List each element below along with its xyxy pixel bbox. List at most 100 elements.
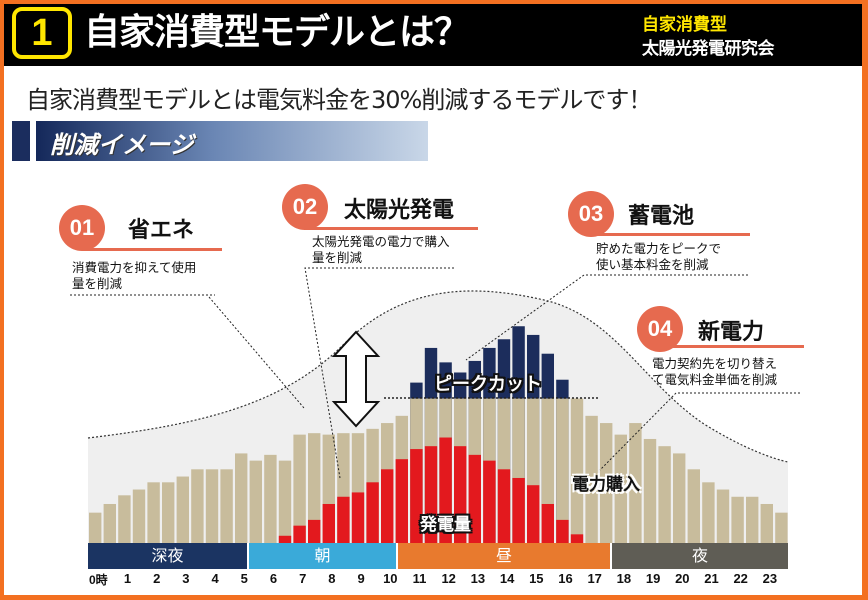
generation-bar <box>541 503 554 543</box>
consumption-bar <box>103 503 116 543</box>
consumption-bar <box>760 503 773 543</box>
hour-tick-label: 8 <box>328 571 336 586</box>
period-night: 夜 <box>612 543 788 569</box>
callout-02-title: 太陽光発電 <box>344 198 455 223</box>
hour-tick-label: 12 <box>441 571 456 586</box>
org-name-line1: 自家消費型 <box>642 15 727 35</box>
lead-text: 自家消費型モデルとは電気料金を30%削減するモデルです！ <box>26 86 652 114</box>
demand-curve-area <box>88 290 788 543</box>
hour-tick-label: 7 <box>299 571 307 586</box>
generation-bar <box>454 446 467 543</box>
consumption-bar <box>614 434 627 543</box>
hour-tick-label: 14 <box>499 571 515 586</box>
generation-bar <box>366 482 379 543</box>
org-name-line2: 太陽光発電研究会 <box>642 39 775 59</box>
callout-03-title: 蓄電池 <box>628 204 695 229</box>
callout-01-desc1: 消費電力を抑えて使用 <box>72 260 197 275</box>
peak-cut-label: ピークカット <box>434 374 542 395</box>
generation-bar <box>439 437 452 543</box>
callout-04-title: 新電力 <box>698 320 765 345</box>
period-morning: 朝 <box>249 543 396 569</box>
hour-tick-label: 2 <box>153 571 161 586</box>
consumption-bar <box>118 495 131 543</box>
hour-tick-label: 0時 <box>88 573 108 587</box>
consumption-bar <box>702 482 715 543</box>
hour-tick-label: 20 <box>675 571 690 586</box>
section-heading-bar: 削減イメージ <box>36 121 428 161</box>
hour-tick-label: 6 <box>269 571 278 586</box>
callout-02-underline <box>304 227 478 230</box>
consumption-bar <box>629 423 642 543</box>
consumption-bar <box>191 469 204 543</box>
callout-03-underline <box>590 233 750 236</box>
consumption-bar <box>235 453 248 543</box>
consumption-bar <box>570 398 584 543</box>
consumption-bar <box>205 469 219 543</box>
generation-label: 発電量 <box>420 515 471 535</box>
hour-tick-label: 4 <box>211 571 219 586</box>
leader-01-pointer <box>208 296 305 409</box>
callout-02-desc1: 太陽光発電の電力で購入 <box>312 234 450 249</box>
hour-tick-label: 16 <box>558 571 573 586</box>
callout-03-desc2: 使い基本料金を削減 <box>596 257 709 272</box>
hour-tick-label: 3 <box>182 571 190 586</box>
generation-bar <box>483 460 496 543</box>
leader-03 <box>465 274 748 361</box>
callout-03-badge: 03 <box>568 191 614 237</box>
hour-tick-label: 21 <box>704 571 719 586</box>
callout-04-desc2: て電気料金単価を削減 <box>652 372 778 387</box>
hour-tick-label: 5 <box>240 571 248 586</box>
consumption-bar <box>132 489 146 543</box>
consumption-bar <box>746 496 759 543</box>
generation-bar <box>293 525 306 543</box>
consumption-bar <box>687 469 700 543</box>
section-title: 削減イメージ <box>50 131 194 159</box>
consumption-bar <box>89 512 102 543</box>
generation-bar <box>497 469 511 543</box>
callout-01-desc2: 量を削減 <box>72 276 123 291</box>
hour-tick-label: 1 <box>123 571 132 586</box>
generation-bar <box>570 534 584 543</box>
hour-tick-label: 23 <box>762 571 778 586</box>
callout-01-title: 省エネ <box>128 218 195 243</box>
generation-bar <box>556 519 569 543</box>
header-bar: 1 自家消費型モデルとは？ 自家消費型 太陽光発電研究会 <box>4 4 862 66</box>
generation-bar <box>278 535 292 543</box>
callout-01-underline <box>82 248 222 251</box>
generation-bar <box>468 454 481 543</box>
generation-bar <box>424 446 438 543</box>
generation-bar <box>337 496 350 543</box>
generation-bar <box>395 459 408 543</box>
consumption-bar <box>731 496 744 543</box>
hour-tick-label: 18 <box>616 571 632 586</box>
hour-tick-label: 17 <box>587 571 602 586</box>
purchase-label: 電力購入 <box>572 475 640 495</box>
generation-bar <box>527 485 540 543</box>
consumption-bar <box>176 476 189 543</box>
demand-curve-line <box>87 290 789 463</box>
hour-tick-label: 19 <box>645 571 661 586</box>
consumption-bar <box>249 460 262 543</box>
slide-number-badge: 1 <box>12 7 72 59</box>
callout-01-badge: 01 <box>59 205 105 251</box>
consumption-bar <box>673 453 686 543</box>
page-title: 自家消費型モデルとは？ <box>84 12 470 53</box>
consumption-bar <box>162 482 175 543</box>
generation-bar <box>308 519 321 543</box>
usage-chart <box>70 267 800 543</box>
hour-tick-label: 15 <box>529 571 544 586</box>
generation-bar <box>322 503 335 543</box>
period-daytime: 昼 <box>398 543 610 569</box>
hour-tick-label: 22 <box>733 571 748 586</box>
callout-02-desc2: 量を削減 <box>312 250 363 265</box>
leader-04 <box>599 392 800 471</box>
callout-02-badge: 02 <box>282 184 328 230</box>
consumption-bar <box>556 398 569 543</box>
consumption-bar <box>293 434 306 543</box>
slide: 1 自家消費型モデルとは？ 自家消費型 太陽光発電研究会 自家消費型モデルとは電… <box>4 4 862 595</box>
hour-tick-label: 13 <box>470 571 486 586</box>
generation-bar <box>381 469 394 543</box>
hour-tick-label: 10 <box>383 571 398 586</box>
callout-04-desc1: 電力契約先を切り替え <box>652 356 778 371</box>
leader-02 <box>304 267 454 479</box>
